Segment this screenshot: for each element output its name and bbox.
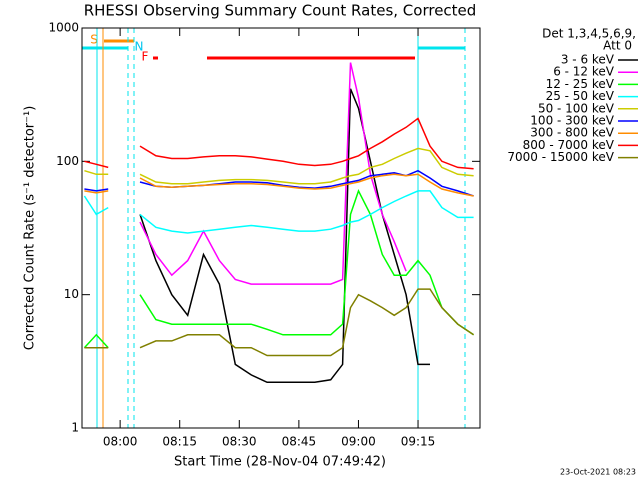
legend-title: Det 1,3,4,5,6,9, [542, 27, 636, 41]
x-tick-label: 08:30 [222, 435, 257, 449]
legend-label: 6 - 12 keV [553, 65, 615, 79]
legend-label: 7000 - 15000 keV [507, 150, 614, 164]
annotation: N [135, 40, 144, 54]
x-axis-label: Start Time (28-Nov-04 07:49:42) [174, 455, 386, 470]
legend-label: 25 - 50 keV [546, 89, 615, 103]
y-tick-label: 10 [64, 287, 79, 301]
x-tick-label: 09:15 [401, 435, 436, 449]
x-tick-label: 08:15 [162, 435, 197, 449]
y-tick-label: 1 [71, 421, 79, 435]
x-tick-label: 08:45 [282, 435, 317, 449]
series-line [84, 288, 475, 357]
series-line [139, 62, 407, 285]
series-line [84, 173, 474, 197]
y-tick-label: 100 [56, 154, 79, 168]
annotation: F [142, 50, 149, 64]
series-line [139, 88, 430, 384]
legend-label: 12 - 25 keV [546, 77, 615, 91]
y-tick-label: 1000 [48, 21, 79, 35]
legend-title: Att 0 [603, 39, 632, 53]
x-tick-label: 08:00 [103, 435, 138, 449]
y-axis-label: Corrected Count Rate (s⁻¹ detector⁻¹) [23, 106, 38, 351]
series-line [83, 190, 474, 234]
series-line [84, 147, 474, 185]
timestamp: 23-Oct-2021 08:23 [560, 468, 636, 477]
series-line [83, 188, 475, 349]
legend-label: 3 - 6 keV [561, 53, 615, 67]
series-line [84, 117, 474, 170]
annotation: S [90, 33, 98, 47]
legend-label: 100 - 300 keV [530, 114, 614, 128]
legend-label: 300 - 800 keV [530, 126, 614, 140]
chart-title: RHESSI Observing Summary Count Rates, Co… [84, 2, 477, 20]
plot-frame [81, 27, 481, 429]
legend-label: 800 - 7000 keV [523, 138, 615, 152]
x-tick-label: 09:00 [341, 435, 376, 449]
legend-label: 50 - 100 keV [538, 101, 615, 115]
